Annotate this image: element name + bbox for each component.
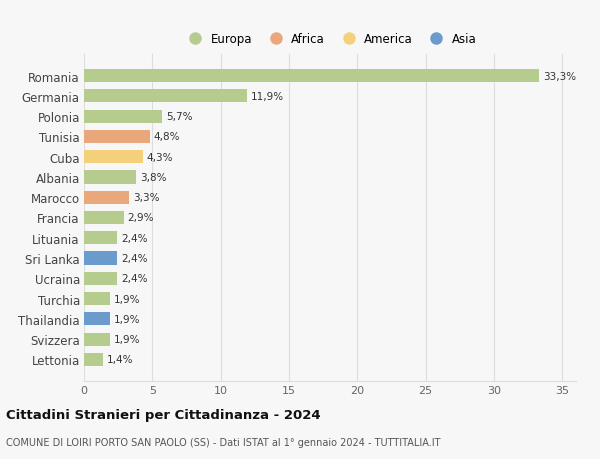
Text: 4,3%: 4,3%: [147, 152, 173, 162]
Bar: [84, 130, 149, 144]
Text: 33,3%: 33,3%: [543, 72, 577, 81]
Text: 3,3%: 3,3%: [133, 193, 160, 203]
Text: 2,4%: 2,4%: [121, 253, 148, 263]
Bar: [84, 171, 136, 184]
Bar: [84, 292, 110, 306]
Bar: [84, 353, 103, 366]
Text: 11,9%: 11,9%: [251, 92, 284, 102]
Text: Cittadini Stranieri per Cittadinanza - 2024: Cittadini Stranieri per Cittadinanza - 2…: [6, 408, 320, 421]
Bar: [84, 232, 117, 245]
Text: 1,9%: 1,9%: [114, 314, 140, 324]
Bar: [84, 252, 117, 265]
Text: 1,9%: 1,9%: [114, 334, 140, 344]
Legend: Europa, Africa, America, Asia: Europa, Africa, America, Asia: [179, 28, 481, 51]
Text: 5,7%: 5,7%: [166, 112, 193, 122]
Text: 2,9%: 2,9%: [128, 213, 154, 223]
Text: 2,4%: 2,4%: [121, 233, 148, 243]
Bar: [84, 90, 247, 103]
Text: 1,4%: 1,4%: [107, 355, 134, 364]
Text: 3,8%: 3,8%: [140, 173, 167, 183]
Bar: [84, 333, 110, 346]
Text: 1,9%: 1,9%: [114, 294, 140, 304]
Bar: [84, 151, 143, 164]
Bar: [84, 191, 129, 204]
Text: 2,4%: 2,4%: [121, 274, 148, 284]
Text: COMUNE DI LOIRI PORTO SAN PAOLO (SS) - Dati ISTAT al 1° gennaio 2024 - TUTTITALI: COMUNE DI LOIRI PORTO SAN PAOLO (SS) - D…: [6, 437, 440, 447]
Bar: [84, 313, 110, 326]
Bar: [84, 70, 539, 83]
Text: 4,8%: 4,8%: [154, 132, 180, 142]
Bar: [84, 212, 124, 224]
Bar: [84, 110, 162, 123]
Bar: [84, 272, 117, 285]
